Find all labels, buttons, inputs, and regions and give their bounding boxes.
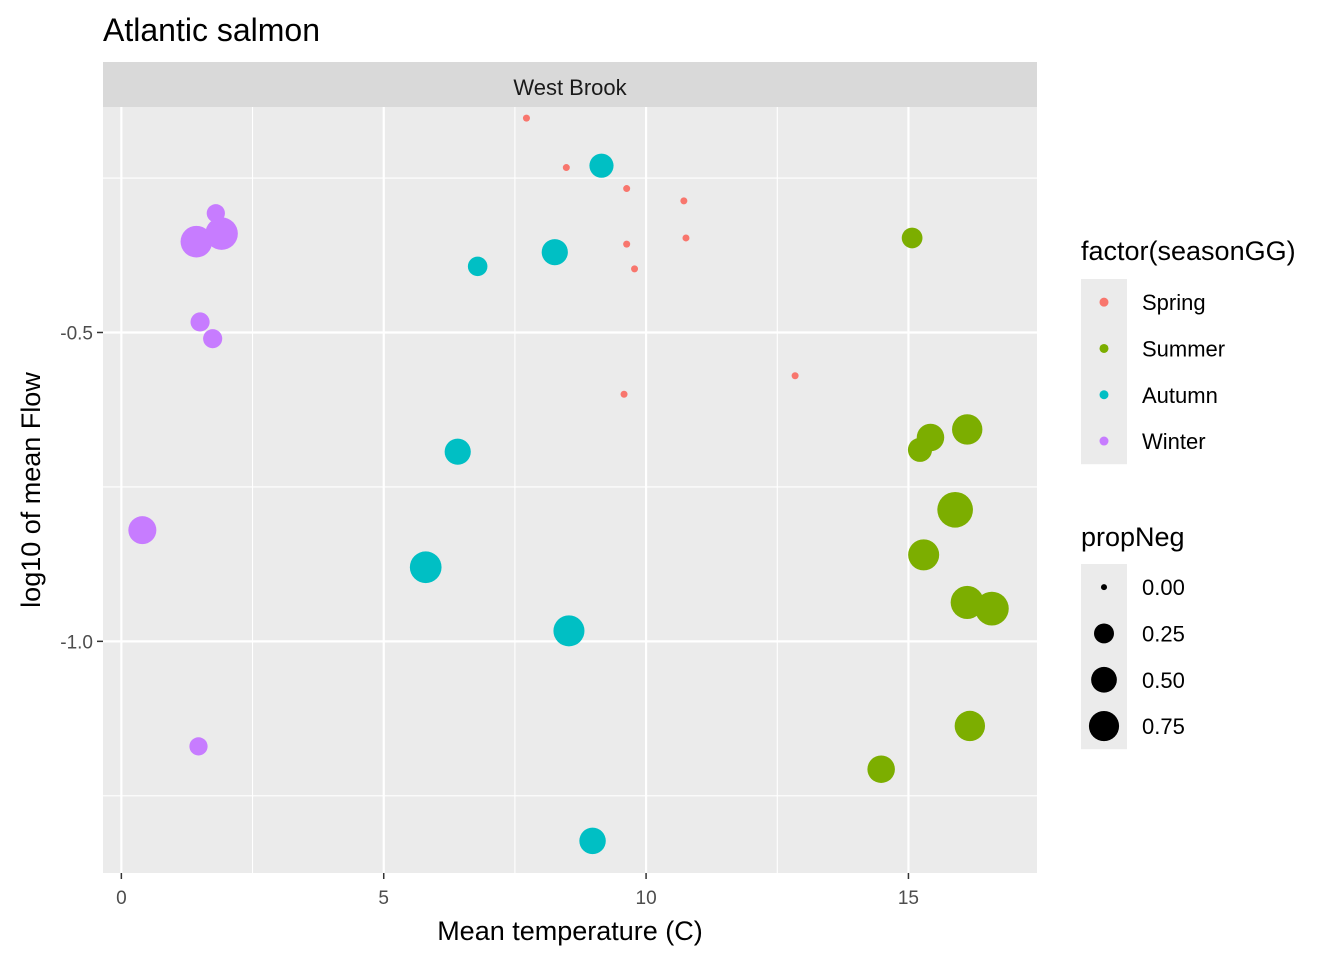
data-point-autumn [541, 239, 568, 266]
data-point-winter [203, 329, 223, 349]
legend-key-spring [1099, 297, 1109, 307]
data-point-summer [908, 539, 940, 571]
x-axis-title: Mean temperature (C) [437, 916, 703, 946]
color-legend: factor(seasonGG) Spring Summer Autumn Winte… [1081, 236, 1296, 465]
data-point-summer [937, 491, 973, 528]
size-legend-key [1094, 623, 1114, 644]
data-point-autumn [589, 153, 614, 178]
size-legend-label: 0.50 [1142, 668, 1185, 693]
legend-key-winter [1099, 436, 1109, 446]
legend-label-autumn: Autumn [1142, 383, 1218, 408]
y-axis: -0.5 -1.0 [60, 323, 103, 653]
data-point-spring [623, 240, 631, 248]
size-legend-title: propNeg [1081, 522, 1185, 552]
chart-title: Atlantic salmon [103, 12, 320, 48]
data-point-spring [682, 234, 690, 242]
data-point-autumn [553, 615, 585, 647]
data-point-winter [190, 312, 210, 332]
data-point-winter [180, 225, 213, 258]
size-legend-label: 0.00 [1142, 575, 1185, 600]
data-point-summer [952, 414, 983, 445]
x-tick-label: 5 [378, 888, 389, 909]
data-point-summer [954, 710, 986, 742]
y-tick-label: -1.0 [60, 632, 93, 653]
data-point-spring [631, 265, 639, 273]
data-point-autumn [444, 438, 471, 465]
size-legend-label: 0.25 [1142, 621, 1185, 646]
data-point-winter [205, 217, 238, 250]
y-axis-title: log10 of mean Flow [16, 372, 46, 608]
x-tick-label: 10 [636, 888, 657, 909]
legend-key-summer [1099, 343, 1109, 353]
legend-key-autumn [1099, 390, 1109, 400]
data-points [128, 114, 1009, 855]
size-legend-key [1091, 666, 1117, 693]
data-point-summer [901, 227, 923, 249]
x-axis: 0 5 10 15 [116, 873, 919, 909]
data-point-spring [522, 114, 530, 122]
data-point-autumn [409, 551, 442, 584]
data-point-summer [975, 591, 1009, 626]
data-point-winter [128, 516, 157, 545]
grid-minor [103, 107, 1037, 873]
data-point-summer [907, 437, 933, 462]
legend-label-spring: Spring [1142, 290, 1206, 315]
size-legend: propNeg 0.00 0.25 0.50 0.75 [1081, 522, 1185, 750]
plot-panel [103, 107, 1037, 873]
data-point-winter [189, 737, 208, 756]
data-point-autumn [467, 256, 488, 277]
data-point-spring [562, 164, 570, 172]
color-legend-title: factor(seasonGG) [1081, 236, 1296, 266]
size-legend-label: 0.75 [1142, 714, 1185, 739]
data-point-spring [680, 197, 688, 205]
size-legend-key [1088, 710, 1120, 742]
facet-strip [103, 62, 1037, 107]
data-point-spring [623, 185, 631, 193]
x-tick-label: 15 [898, 888, 919, 909]
data-point-spring [791, 372, 799, 380]
facet-label: West Brook [513, 75, 627, 100]
data-point-spring [620, 390, 628, 398]
data-point-summer [867, 755, 895, 783]
color-legend-key-bg [1081, 279, 1127, 465]
legend-label-summer: Summer [1142, 336, 1225, 361]
data-point-autumn [579, 827, 606, 855]
grid-major [103, 107, 1037, 873]
y-tick-label: -0.5 [60, 323, 93, 344]
size-legend-key [1100, 584, 1108, 591]
legend-label-winter: Winter [1142, 429, 1206, 454]
x-tick-label: 0 [116, 888, 127, 909]
